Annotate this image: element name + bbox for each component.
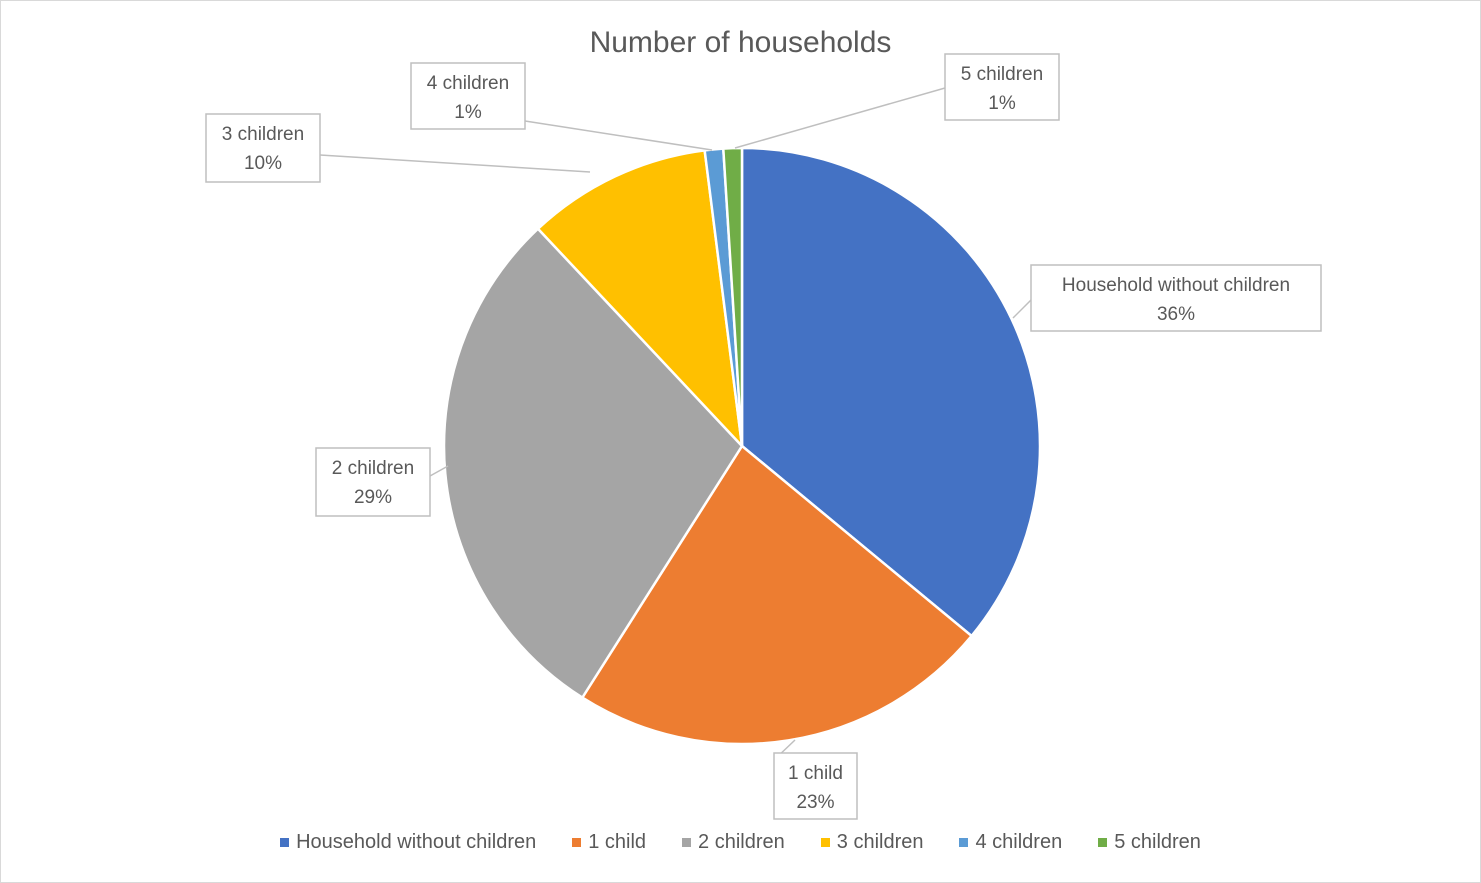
data-label-box [315, 447, 431, 517]
data-label-category: 2 children [332, 458, 414, 479]
data-label-household-without-children: Household without children 36% [1030, 264, 1322, 332]
legend-label: 3 children [836, 831, 924, 853]
legend-swatch [820, 838, 830, 847]
data-label-category: Household without children [1062, 275, 1290, 296]
data-label-4-children: 4 children 1% [410, 62, 526, 130]
legend-swatch [959, 838, 969, 847]
legend-label: 1 child [588, 831, 647, 853]
pie-slice-3-children [536, 149, 744, 448]
legend-label: 5 children [1114, 831, 1201, 853]
data-label-value: 1% [454, 102, 482, 123]
data-label-value: 29% [354, 487, 392, 508]
data-label-category: 3 children [222, 124, 304, 145]
legend-item-2-children: 2 children [682, 831, 785, 854]
pie-slice-1-child [581, 444, 973, 746]
data-label-category: 1 child [788, 763, 843, 784]
data-label-box [773, 752, 858, 820]
legend-label: 2 children [698, 831, 785, 853]
data-label-category: 4 children [427, 73, 509, 94]
data-label-3-children: 3 children 10% [205, 113, 321, 183]
legend-swatch [572, 838, 582, 847]
data-label-box [205, 113, 321, 183]
leader-line-5-children [734, 87, 946, 149]
pie-slices [442, 146, 1042, 746]
leader-lines [319, 87, 1032, 761]
legend-label: 4 children [975, 831, 1063, 853]
leader-line-3-children [319, 154, 591, 173]
data-label-value: 36% [1157, 304, 1195, 325]
data-label-2-children: 2 children 29% [315, 447, 431, 517]
legend-item-5-children: 5 children [1098, 831, 1201, 854]
data-label-value: 23% [796, 792, 834, 813]
legend-item-household-without-children: Household without children [280, 831, 536, 854]
data-label-category: 5 children [961, 64, 1043, 85]
legend-swatch [1098, 838, 1108, 847]
leader-line-4-children [524, 120, 713, 151]
data-label-5-children: 5 children 1% [944, 53, 1060, 121]
data-label-box [410, 62, 526, 130]
legend-swatch [682, 838, 692, 847]
data-label-value: 10% [244, 153, 282, 174]
legend: Household without children 1 child 2 child… [0, 831, 1481, 854]
chart-title: Number of households [589, 26, 892, 59]
pie-slice-2-children [442, 227, 744, 699]
data-label-box [1030, 264, 1322, 332]
legend-item-4-children: 4 children [959, 831, 1062, 854]
leader-line-household-without-children [1012, 299, 1032, 319]
data-label-value: 1% [988, 93, 1016, 114]
legend-swatch [280, 838, 290, 847]
legend-label: Household without children [296, 831, 537, 853]
leader-line-2-children [429, 465, 449, 477]
data-labels: Household without children 36% 1 child 23% 2… [205, 53, 1322, 820]
legend-item-1-child: 1 child [572, 831, 646, 854]
pie-slice-5-children [722, 146, 744, 448]
legend-item-3-children: 3 children [820, 831, 924, 854]
data-label-box [944, 53, 1060, 121]
data-label-1-child: 1 child 23% [773, 752, 858, 820]
pie-slice-household-without-children [740, 146, 1042, 638]
